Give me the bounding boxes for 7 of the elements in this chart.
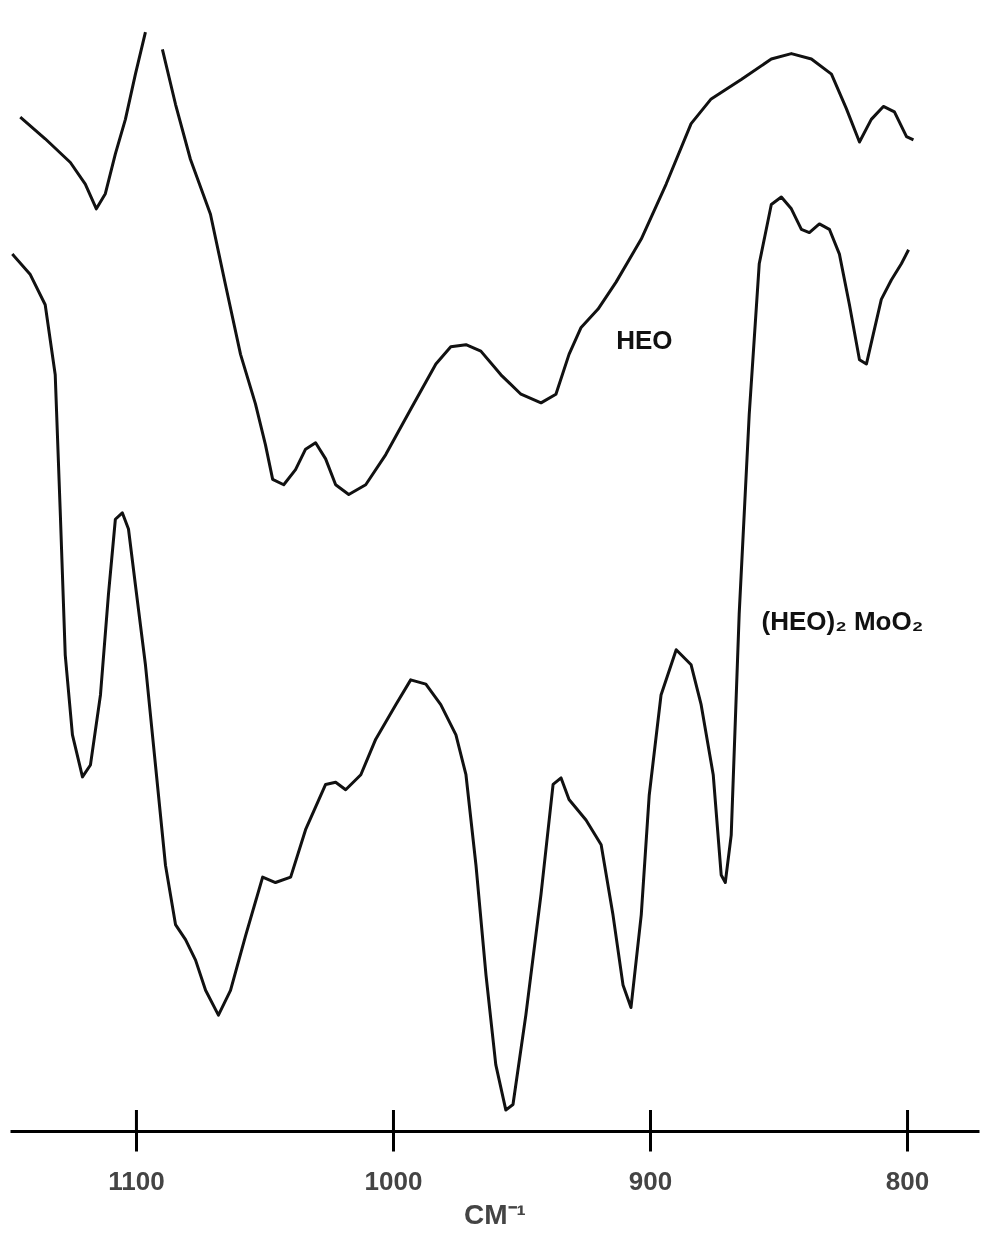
- series-label: HEO: [616, 325, 673, 356]
- x-tick-label: 800: [885, 1165, 930, 1196]
- x-axis-title: CM⁻¹: [464, 1198, 526, 1230]
- x-tick-label: 1100: [108, 1165, 165, 1196]
- series-label: (HEO)₂ MoO₂: [761, 605, 924, 636]
- x-tick-label: 900: [628, 1165, 673, 1196]
- x-tick-label: 1000: [364, 1165, 423, 1196]
